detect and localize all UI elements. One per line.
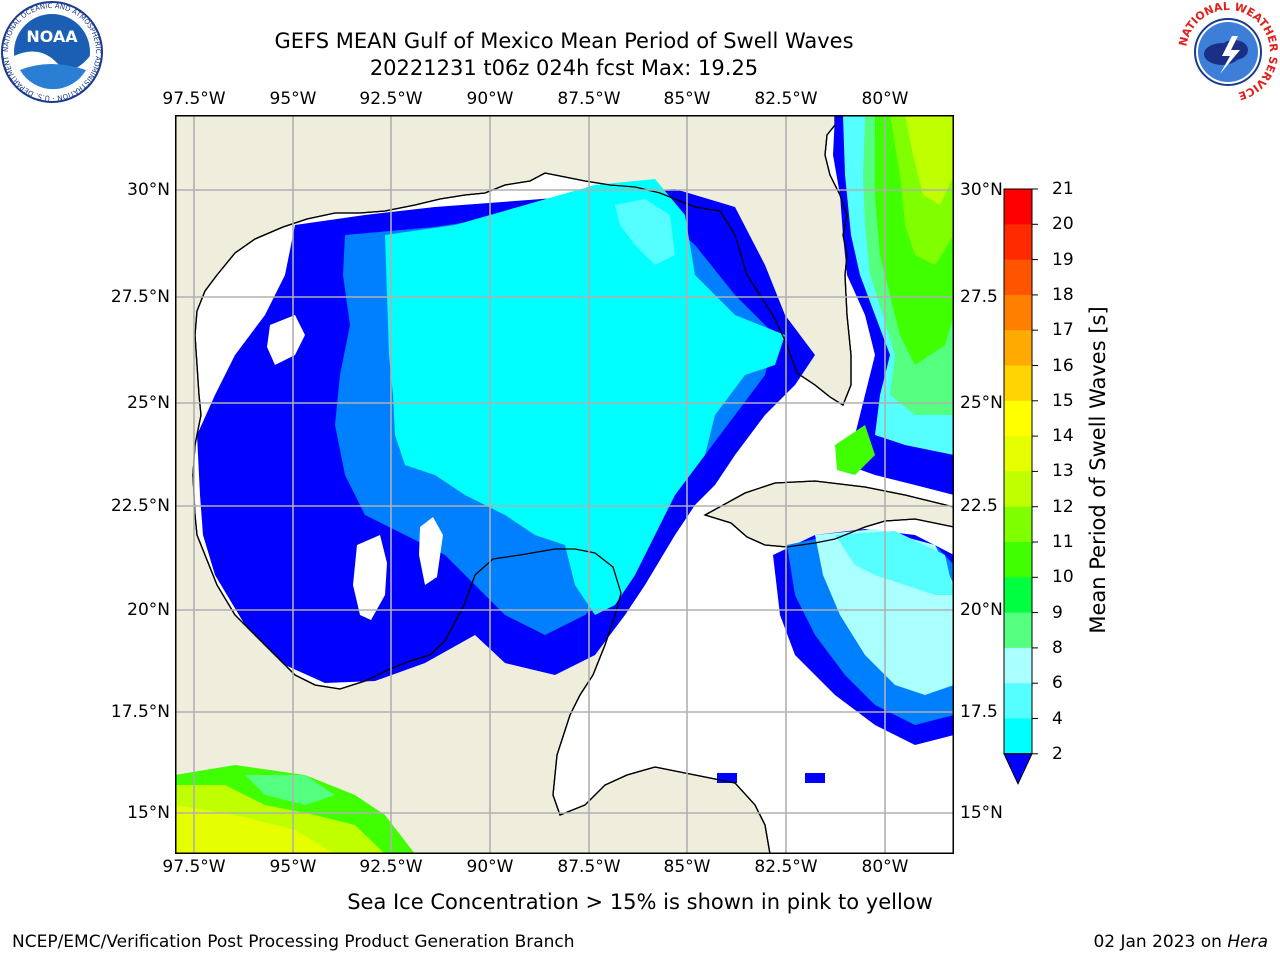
colorbar-tick-label: 14 xyxy=(1052,426,1074,447)
colorbar-tick-label: 19 xyxy=(1052,249,1074,270)
nws-logo: NATIONAL WEATHER SERVICE xyxy=(1176,0,1280,104)
colorbar-tick-label: 16 xyxy=(1052,355,1074,376)
colorbar-tick-label: 12 xyxy=(1052,496,1074,517)
gridlines xyxy=(175,115,954,854)
colorbar-segment xyxy=(1004,259,1032,296)
colorbar-tick-label: 11 xyxy=(1052,532,1074,552)
lat-tick-right: 20°N xyxy=(960,600,1003,620)
lat-tick-left: 22.5°N xyxy=(110,496,170,516)
lat-tick-left: 15°N xyxy=(127,803,170,823)
colorbar-segment xyxy=(1004,542,1032,578)
lon-tick-bottom: 90°W xyxy=(466,857,514,877)
lon-tick-bottom: 97.5°W xyxy=(162,857,226,877)
noaa-logo: NATIONAL OCEANIC AND ATMOSPHERIC ADMINIS… xyxy=(0,0,104,104)
colorbar-tick-label: 15 xyxy=(1052,390,1074,411)
lon-tick-top: 87.5°W xyxy=(557,89,621,109)
lat-tick-right: 25°N xyxy=(960,393,1003,413)
lon-tick-bottom: 82.5°W xyxy=(754,857,818,877)
lon-tick-top: 80°W xyxy=(861,89,909,109)
lon-tick-bottom: 85°W xyxy=(663,857,711,877)
swell-atlantic-chartreuse xyxy=(905,115,954,205)
swell-gulf-cyan xyxy=(385,179,785,615)
chart-subtitle: 20221231 t06z 024h fcst Max: 19.25 xyxy=(369,56,759,80)
svg-text:NOAA: NOAA xyxy=(26,27,78,46)
colorbar-tick-label: 4 xyxy=(1052,708,1063,729)
lat-tick-left: 25°N xyxy=(127,393,170,413)
lat-tick-left: 17.5°N xyxy=(110,702,170,722)
map-frame xyxy=(175,115,954,854)
swell-gulf-lightcyan xyxy=(615,199,675,265)
lon-tick-bottom: 92.5°W xyxy=(359,857,423,877)
swell-field xyxy=(175,115,954,854)
lon-tick-top: 90°W xyxy=(466,89,514,109)
colorbar xyxy=(1003,188,1038,785)
colorbar-segment xyxy=(1004,612,1032,649)
colorbar-tick-label: 9 xyxy=(1052,602,1063,623)
lon-tick-top: 95°W xyxy=(269,89,317,109)
lon-tick-top: 97.5°W xyxy=(162,89,226,109)
run-date: 02 Jan 2023 on xyxy=(1093,932,1228,952)
swell-pacific-lightgreen xyxy=(245,775,335,805)
colorbar-tick-label: 20 xyxy=(1052,214,1074,235)
colorbar-segment xyxy=(1004,683,1032,719)
colorbar-segment xyxy=(1004,506,1032,543)
colorbar-tick-label: 18 xyxy=(1052,284,1074,305)
colorbar-tick-label: 2 xyxy=(1052,743,1063,764)
sea-ice-note: Sea Ice Concentration > 15% is shown in … xyxy=(347,890,933,914)
lon-tick-top: 85°W xyxy=(663,89,711,109)
colorbar-tick-label: 13 xyxy=(1052,461,1074,482)
colorbar-label: Mean Period of Swell Waves [s] xyxy=(1086,306,1110,634)
lon-tick-bottom: 95°W xyxy=(269,857,317,877)
lat-tick-right: 22.5 xyxy=(960,496,998,516)
run-date-credit: 02 Jan 2023 on Hera xyxy=(1093,932,1268,952)
colorbar-tick-label: 21 xyxy=(1052,179,1074,199)
colorbar-segment xyxy=(1004,189,1032,225)
colorbar-segment xyxy=(1004,471,1032,508)
host-name: Hera xyxy=(1227,932,1268,952)
colorbar-segment xyxy=(1004,330,1032,366)
colorbar-tick-label: 17 xyxy=(1052,320,1074,341)
chart-title: GEFS MEAN Gulf of Mexico Mean Period of … xyxy=(274,29,854,53)
lat-tick-right: 27.5 xyxy=(960,287,998,307)
colorbar-segment xyxy=(1004,436,1032,472)
colorbar-tick-label: 10 xyxy=(1052,567,1074,588)
lat-tick-left: 27.5°N xyxy=(110,287,170,307)
swell-caribbean-cyan xyxy=(835,531,954,595)
colorbar-extend-arrow xyxy=(1003,753,1033,785)
lat-tick-right: 15°N xyxy=(960,803,1003,823)
swell-pacific-yellow xyxy=(175,805,335,854)
coastlines xyxy=(192,124,954,854)
producer-credit: NCEP/EMC/Verification Post Processing Pr… xyxy=(12,932,575,952)
lon-tick-top: 82.5°W xyxy=(754,89,818,109)
colorbar-segment xyxy=(1004,577,1032,614)
lon-tick-bottom: 87.5°W xyxy=(557,857,621,877)
map-panel xyxy=(175,115,954,854)
lat-tick-right: 17.5 xyxy=(960,702,998,722)
colorbar-segment xyxy=(1004,224,1032,261)
colorbar-segment xyxy=(1004,647,1032,684)
colorbar-tick-label: 6 xyxy=(1052,673,1063,694)
colorbar-segment xyxy=(1004,400,1032,437)
lat-tick-left: 30°N xyxy=(127,180,170,200)
colorbar-segment xyxy=(1004,718,1032,755)
lon-tick-top: 92.5°W xyxy=(359,89,423,109)
colorbar-segment xyxy=(1004,294,1032,331)
lat-tick-left: 20°N xyxy=(127,600,170,620)
colorbar-tick-label: 8 xyxy=(1052,637,1063,658)
lon-tick-bottom: 80°W xyxy=(861,857,909,877)
lat-tick-right: 30°N xyxy=(960,180,1003,200)
colorbar-segment xyxy=(1004,365,1032,402)
